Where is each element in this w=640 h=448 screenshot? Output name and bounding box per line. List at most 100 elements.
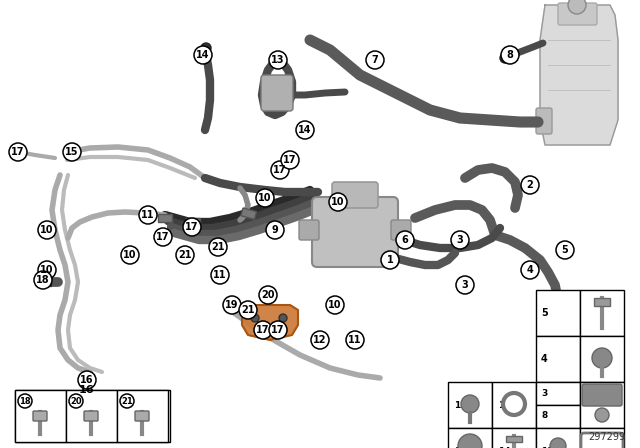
Polygon shape	[242, 305, 298, 340]
Bar	[536, 405, 580, 428]
Text: 17: 17	[273, 165, 287, 175]
Text: 15: 15	[65, 147, 79, 157]
Circle shape	[63, 143, 81, 161]
Circle shape	[269, 51, 287, 69]
Text: 5: 5	[562, 245, 568, 255]
Circle shape	[461, 395, 479, 413]
Circle shape	[550, 438, 566, 448]
Circle shape	[592, 348, 612, 368]
Text: 20: 20	[261, 290, 275, 300]
FancyBboxPatch shape	[135, 411, 149, 421]
Bar	[536, 382, 580, 405]
Bar	[241, 208, 257, 220]
Text: 9: 9	[271, 225, 278, 235]
Bar	[448, 428, 492, 448]
Text: 17: 17	[12, 147, 25, 157]
Circle shape	[279, 314, 287, 322]
Bar	[117, 390, 168, 442]
Circle shape	[521, 176, 539, 194]
Polygon shape	[540, 5, 618, 145]
Circle shape	[271, 161, 289, 179]
Text: 10: 10	[259, 193, 272, 203]
Text: 11: 11	[348, 335, 362, 345]
Text: 14: 14	[196, 50, 210, 60]
Circle shape	[254, 321, 272, 339]
Circle shape	[501, 46, 519, 64]
Bar	[536, 290, 580, 336]
Circle shape	[120, 394, 134, 408]
Text: 16: 16	[79, 385, 95, 395]
Circle shape	[556, 241, 574, 259]
Text: 10: 10	[328, 300, 342, 310]
Text: 18: 18	[19, 396, 31, 405]
Bar	[594, 298, 610, 306]
Bar	[492, 428, 536, 448]
Circle shape	[183, 218, 201, 236]
FancyBboxPatch shape	[261, 75, 293, 111]
Text: 8: 8	[507, 50, 513, 60]
Bar	[580, 382, 624, 428]
Circle shape	[458, 434, 482, 448]
Text: 10: 10	[40, 225, 54, 235]
Text: 8: 8	[541, 412, 547, 421]
Circle shape	[154, 228, 172, 246]
Text: 17: 17	[284, 155, 297, 165]
Circle shape	[69, 394, 83, 408]
Circle shape	[209, 238, 227, 256]
Circle shape	[296, 121, 314, 139]
Bar	[448, 382, 492, 428]
Text: 21: 21	[211, 242, 225, 252]
Text: 16: 16	[80, 375, 93, 385]
Circle shape	[194, 46, 212, 64]
Text: 7: 7	[372, 55, 378, 65]
Circle shape	[201, 43, 211, 53]
Text: 13: 13	[271, 55, 285, 65]
Text: 17: 17	[271, 325, 285, 335]
Circle shape	[269, 321, 287, 339]
Bar	[492, 382, 536, 428]
Text: 17: 17	[256, 325, 269, 335]
Circle shape	[503, 393, 525, 415]
Text: 4: 4	[541, 354, 548, 364]
FancyBboxPatch shape	[33, 411, 47, 421]
Text: 2: 2	[527, 180, 533, 190]
Text: 21: 21	[179, 250, 192, 260]
Circle shape	[251, 314, 259, 322]
Circle shape	[451, 231, 469, 249]
Circle shape	[34, 271, 52, 289]
Text: 10: 10	[40, 265, 54, 275]
Text: 6: 6	[586, 447, 592, 448]
Text: 21: 21	[121, 396, 133, 405]
Circle shape	[223, 296, 241, 314]
FancyBboxPatch shape	[582, 384, 622, 406]
Bar	[506, 436, 522, 442]
FancyBboxPatch shape	[558, 3, 597, 25]
Text: 17: 17	[185, 222, 199, 232]
Text: 10: 10	[124, 250, 137, 260]
Circle shape	[281, 151, 299, 169]
Circle shape	[121, 246, 139, 264]
Circle shape	[311, 331, 329, 349]
Text: 17: 17	[454, 447, 467, 448]
Text: 11: 11	[141, 210, 155, 220]
Text: 19: 19	[225, 300, 239, 310]
Text: 12: 12	[313, 335, 327, 345]
Text: 20: 20	[70, 396, 82, 405]
Circle shape	[329, 193, 347, 211]
Circle shape	[176, 246, 194, 264]
Circle shape	[568, 0, 586, 14]
Circle shape	[396, 231, 414, 249]
Text: 3: 3	[461, 280, 468, 290]
Circle shape	[266, 221, 284, 239]
Bar	[536, 336, 580, 382]
Text: 4: 4	[527, 265, 533, 275]
FancyBboxPatch shape	[312, 197, 398, 267]
Bar	[536, 428, 580, 448]
Circle shape	[38, 261, 56, 279]
Text: 18: 18	[36, 275, 50, 285]
Circle shape	[259, 286, 277, 304]
Circle shape	[595, 408, 609, 422]
Circle shape	[381, 251, 399, 269]
Text: 1: 1	[387, 255, 394, 265]
Text: 17: 17	[156, 232, 170, 242]
